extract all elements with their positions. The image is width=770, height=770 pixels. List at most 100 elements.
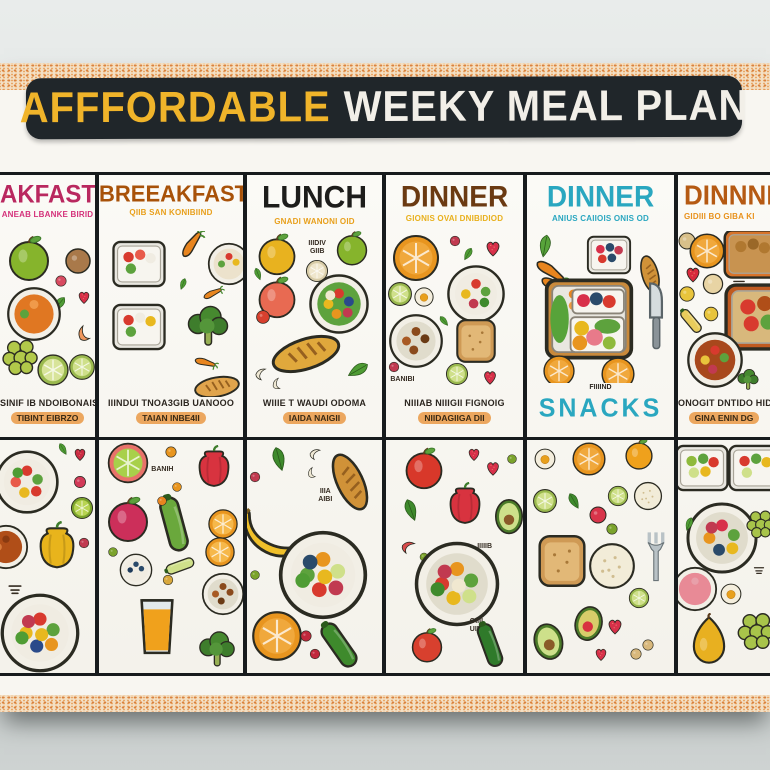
strawberry-icon — [71, 445, 89, 463]
food-collage-lower — [0, 437, 95, 673]
berries-box-icon — [585, 231, 633, 279]
beet-icon — [103, 494, 153, 544]
grapes-2-icon — [733, 607, 770, 655]
green-apple-icon — [333, 231, 371, 267]
panel-title: DINNER — [400, 180, 509, 213]
kiwi-slice-icon — [70, 496, 94, 520]
corn-baguette-icon — [260, 307, 353, 397]
poster-panel-area: AKFAST ANEAB LBANKE BIRID SINIF IB NDOIB… — [0, 90, 770, 695]
strawberry-2-icon — [592, 645, 610, 663]
panel-caption-badge: TAIAN INBE4II — [136, 412, 206, 424]
panel-caption-block: NIIIAB NIIIGII FIGNOIG NIIDAGIIGA DII — [386, 397, 523, 437]
broccoli-icon — [195, 628, 239, 672]
onion-slice-icon — [305, 259, 329, 283]
grapes-icon — [743, 506, 770, 542]
green-leaves-icon — [340, 353, 376, 389]
butter-stick-icon — [678, 298, 713, 343]
panel-header-block: DINNER ANIUS CAIIOIS ONIS OD — [527, 175, 674, 231]
avocado-icon — [489, 495, 523, 535]
cucumber-square-icon — [607, 485, 629, 507]
olive-icon — [108, 546, 119, 557]
nuts-icon — [162, 574, 174, 586]
bento-box-icon — [543, 273, 635, 365]
tomato-small-icon — [255, 309, 271, 325]
grain-bowl-icon — [277, 529, 369, 621]
orange-slice-2-icon — [204, 536, 236, 568]
meal-tray-icon — [110, 235, 168, 293]
cherry-2-icon — [309, 648, 321, 660]
leaf-icon — [679, 514, 700, 535]
shrimp-icon — [69, 319, 95, 349]
panel-header-block: DINNNER GIDIII BO GIBA KI — [678, 175, 770, 231]
panel-caption: WIIIE T WAUDI ODOMA — [262, 398, 367, 408]
orange-slice-2-icon — [600, 356, 636, 383]
food-collage-lower: IIIA AIBI — [247, 437, 382, 673]
food-collage-lower — [678, 437, 770, 673]
berry-pop-icon — [588, 505, 608, 525]
cucumber-slice-2-icon — [445, 362, 469, 386]
strawberry-icon — [465, 445, 483, 463]
meal-panel-2: BREEAKFAST QIIB SAN KONIBIIND IIINDUI TN… — [99, 175, 243, 673]
orange-slice-icon — [571, 441, 607, 477]
zucchini-icon — [457, 612, 523, 673]
salad-plate-icon — [308, 273, 370, 335]
carrot-third-icon — [190, 349, 220, 379]
veggie-bowl-icon — [413, 540, 501, 628]
orange-half-icon — [391, 233, 441, 283]
rice-plate-icon — [446, 264, 506, 324]
panel-subtitle: ANIUS CAIIOIS ONIS OD — [551, 214, 650, 224]
salad-tray-icon — [678, 440, 731, 497]
egg-half-icon — [718, 581, 744, 607]
panel-caption: NIIIAB NIIIGII FIGNOIG — [404, 398, 505, 408]
meal-panel-3: LUNCH GNADI WANONI OID IIIDIV GIIB WIIIE… — [247, 175, 382, 673]
meal-panel-5: DINNER ANIUS CAIIOIS ONIS OD FIIIIND SNA… — [527, 175, 674, 673]
cucumber-slice-icon — [387, 281, 413, 307]
strawberry-2-icon — [480, 367, 500, 387]
yellow-ball-icon — [678, 285, 696, 303]
panel-caption-badge: GINA ENIN DG — [688, 412, 760, 424]
orange-bit-icon — [165, 445, 178, 458]
meal-panel-6: DINNNER GIDIII BO GIBA KI ONOGIT DNTIDO … — [678, 175, 770, 673]
yellow-apple-icon — [254, 231, 300, 277]
toast-icon — [450, 315, 502, 367]
heart-berry-icon — [682, 263, 704, 285]
basil-leaves-icon — [262, 441, 296, 475]
panel-subtitle: GIDIII BO GIBA KI — [684, 212, 755, 222]
bread-roll-icon — [189, 359, 243, 397]
rice-cake-icon — [586, 540, 638, 592]
squiggle-icon — [752, 563, 766, 577]
pea-icon — [507, 453, 518, 464]
panel-caption-badge: IAIDA NAIGII — [282, 412, 347, 424]
leaf-icon — [457, 243, 479, 265]
panel-caption-block: ONOGIT DNTIDO HID GINA ENIN DG — [678, 397, 770, 437]
fork-icon — [628, 529, 674, 585]
cracker-icon — [629, 648, 642, 661]
strawberry-icon — [604, 615, 626, 637]
panel-caption-badge: TIBINT EIBRZO — [10, 412, 85, 424]
orange-juice-glass-icon — [125, 594, 189, 658]
food-collage-lower: IIIIIB GIIII UILI — [386, 437, 523, 673]
tiny-caption-icon: IIIDIV GIIB — [308, 239, 326, 255]
avocado-half-icon — [527, 615, 573, 666]
red-gummy-icon — [394, 533, 422, 561]
poster-title-main: WEEKY MEAL PLAN — [343, 81, 749, 131]
panel-caption: IIINDUI TNOA3GIB UANOOO — [107, 398, 235, 408]
grape-icon — [606, 522, 619, 535]
carrot-bit-icon — [157, 495, 168, 506]
blueberry-bowl-icon — [119, 553, 153, 587]
granola-tray-icon — [721, 231, 770, 285]
panel-header-block: LUNCH GNADI WANONI OID — [247, 175, 382, 231]
broccoli-icon — [183, 302, 233, 352]
strawberry-icon — [75, 288, 93, 306]
peach-icon — [254, 274, 300, 320]
leaf-icon — [248, 265, 267, 284]
soup-bowl-icon — [6, 286, 62, 342]
panel-title: DINNNER — [684, 179, 770, 211]
radish-icon — [73, 475, 87, 489]
garlic-clove-icon — [249, 362, 272, 385]
panel-subtitle: QIIB SAN KONIBIIND — [129, 208, 213, 218]
garlic-2-icon — [302, 463, 321, 482]
red-pepper-icon — [442, 482, 488, 528]
meal-panel-1: AKFAST ANEAB LBANKE BIRID SINIF IB NDOIB… — [0, 175, 95, 673]
cherry-icon — [300, 629, 313, 642]
